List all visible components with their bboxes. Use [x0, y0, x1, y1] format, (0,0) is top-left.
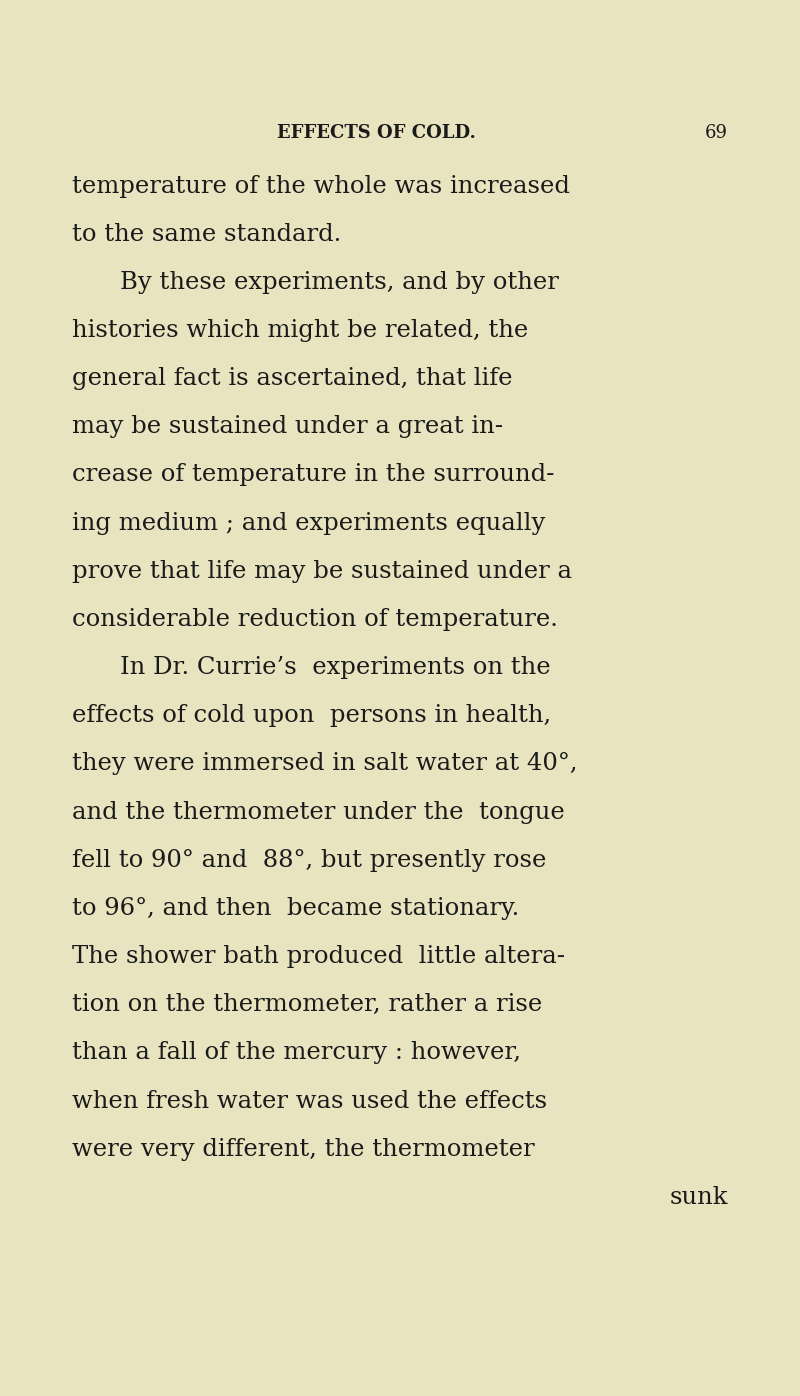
Text: temperature of the whole was increased: temperature of the whole was increased — [72, 174, 570, 197]
Text: histories which might be related, the: histories which might be related, the — [72, 318, 528, 342]
Text: sunk: sunk — [670, 1185, 728, 1209]
Text: general fact is ascertained, that life: general fact is ascertained, that life — [72, 367, 513, 389]
Text: prove that life may be sustained under a: prove that life may be sustained under a — [72, 560, 572, 582]
Text: to 96°, and then  became stationary.: to 96°, and then became stationary. — [72, 896, 519, 920]
Text: and the thermometer under the  tongue: and the thermometer under the tongue — [72, 800, 565, 824]
Text: to the same standard.: to the same standard. — [72, 223, 342, 246]
Text: effects of cold upon  persons in health,: effects of cold upon persons in health, — [72, 704, 551, 727]
Text: they were immersed in salt water at 40°,: they were immersed in salt water at 40°, — [72, 752, 578, 775]
Text: tion on the thermometer, rather a rise: tion on the thermometer, rather a rise — [72, 993, 542, 1016]
Text: crease of temperature in the surround-: crease of temperature in the surround- — [72, 463, 554, 486]
Text: The shower bath produced  little altera-: The shower bath produced little altera- — [72, 945, 565, 967]
Text: may be sustained under a great in-: may be sustained under a great in- — [72, 415, 503, 438]
Text: were very different, the thermometer: were very different, the thermometer — [72, 1138, 534, 1160]
Text: ing medium ; and experiments equally: ing medium ; and experiments equally — [72, 511, 546, 535]
Text: when fresh water was used the effects: when fresh water was used the effects — [72, 1089, 547, 1113]
Text: considerable reduction of temperature.: considerable reduction of temperature. — [72, 607, 558, 631]
Text: EFFECTS OF COLD.: EFFECTS OF COLD. — [277, 124, 475, 141]
Text: In Dr. Currie’s  experiments on the: In Dr. Currie’s experiments on the — [120, 656, 550, 678]
Text: fell to 90° and  88°, but presently rose: fell to 90° and 88°, but presently rose — [72, 849, 546, 871]
Text: By these experiments, and by other: By these experiments, and by other — [120, 271, 559, 293]
Text: 69: 69 — [705, 124, 728, 141]
Text: than a fall of the mercury : however,: than a fall of the mercury : however, — [72, 1041, 521, 1064]
